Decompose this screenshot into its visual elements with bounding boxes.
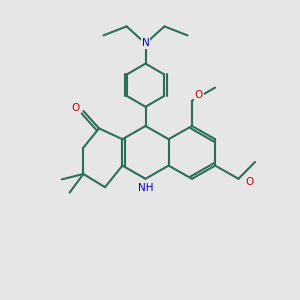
Text: NH: NH: [138, 183, 153, 193]
Text: O: O: [72, 103, 80, 113]
Text: N: N: [142, 38, 149, 49]
Text: O: O: [245, 177, 253, 187]
Text: O: O: [194, 90, 203, 100]
